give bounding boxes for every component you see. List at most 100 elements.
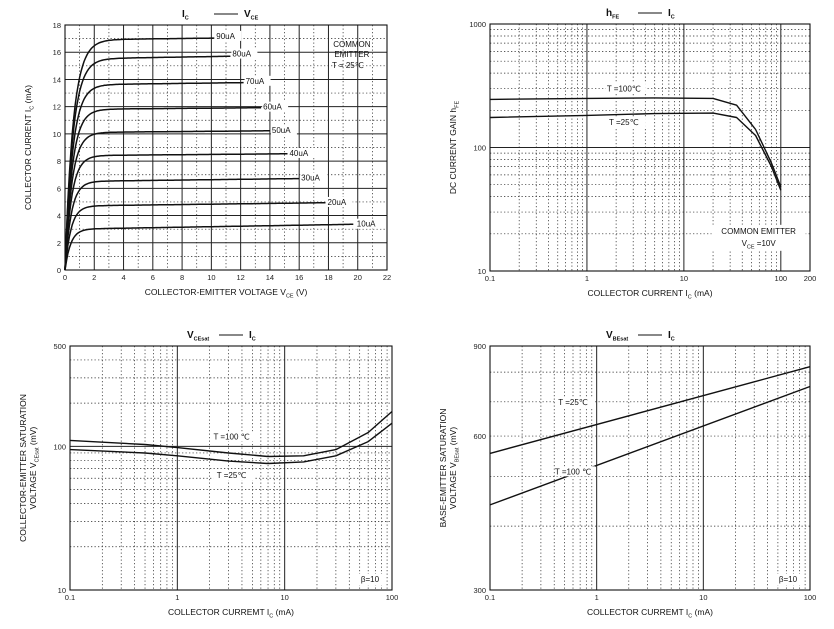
label-bg	[244, 75, 271, 86]
series-label: T =100 ℃	[213, 432, 249, 441]
y-axis-label-2: VOLTAGE VCEsat (mV)	[28, 426, 41, 509]
series-label: 10uA	[357, 220, 376, 229]
x-tick-label: 1	[595, 593, 599, 602]
y-axis-label: COLLECTOR CURRENT IC (mA)	[23, 85, 36, 210]
y-tick-label: 12	[53, 103, 61, 112]
x-tick-label: 14	[266, 273, 274, 282]
x-tick-label: 16	[295, 273, 303, 282]
annotation-bg	[711, 224, 806, 251]
x-tick-label: 0.1	[485, 274, 495, 283]
y-tick-label: 14	[53, 75, 61, 84]
x-axis-label: COLLECTOR CURREMT IC (mA)	[587, 607, 713, 620]
plot-frame	[489, 345, 811, 591]
x-tick-label: 200	[804, 274, 817, 283]
plot-frame	[489, 23, 811, 272]
label-bg	[555, 466, 596, 477]
chart-title-right: IC	[668, 330, 675, 343]
series-line	[64, 223, 354, 271]
label-bg	[213, 470, 254, 481]
y-tick-label: 8	[57, 157, 61, 166]
series-line	[64, 153, 288, 271]
y-tick-label: 10	[478, 267, 486, 276]
y-tick-label: 500	[53, 342, 66, 351]
series-label: 80uA	[232, 50, 251, 59]
annotation-bg	[356, 574, 386, 585]
y-axis-label: BASE-EMITTER SATURATION	[438, 409, 448, 528]
label-bg	[213, 431, 254, 442]
series-line	[64, 55, 231, 271]
series-label: 30uA	[301, 173, 320, 182]
chart-hfe-ic: 0.1 1 10 100 200 10 100 1000 hFE IC COLLECTOR CURR…	[448, 8, 816, 301]
x-tick-label: 100	[775, 274, 788, 283]
series-line	[489, 97, 782, 188]
x-tick-label: 0.1	[485, 593, 495, 602]
x-tick-label: 0	[63, 273, 67, 282]
label-bg	[288, 147, 315, 158]
y-tick-label: 1000	[469, 20, 486, 29]
x-tick-label: 100	[804, 593, 817, 602]
chart-title-left: VCEsat	[187, 330, 209, 343]
series-line	[69, 410, 393, 458]
y-tick-label: 10	[58, 586, 66, 595]
x-tick-label: 10	[699, 593, 707, 602]
y-tick-label: 2	[57, 239, 61, 248]
x-tick-label: 1	[175, 593, 179, 602]
series-label: T =100℃	[607, 84, 641, 93]
y-tick-label: 16	[53, 48, 61, 57]
chart-ic-vce: 0 2 4 6 8 10 12 14 16 18 20 22 0 2 4 6 8 10 12 14 16 18 IC VCE C…	[23, 9, 391, 300]
x-tick-label: 12	[236, 273, 244, 282]
series-line	[64, 177, 300, 271]
y-axis-label: COLLECTOR-EMITTER SATURATION	[18, 394, 28, 542]
series-line	[69, 422, 393, 465]
plot-frame	[69, 345, 393, 591]
label-bg	[355, 218, 382, 229]
series-label: 20uA	[328, 198, 347, 207]
x-tick-label: 18	[324, 273, 332, 282]
series-line	[489, 385, 811, 506]
label-bg	[215, 30, 242, 41]
label-bg	[231, 48, 258, 59]
series-line	[64, 81, 244, 271]
annotation-bg	[774, 574, 804, 585]
grid	[490, 346, 810, 590]
x-tick-label: 10	[280, 593, 288, 602]
annotation: COMMON EMITTER	[721, 227, 796, 236]
x-tick-label: 20	[354, 273, 362, 282]
y-tick-label: 100	[53, 442, 66, 451]
x-tick-label: 1	[585, 274, 589, 283]
y-tick-label: 100	[473, 144, 486, 153]
label-bg	[262, 101, 289, 112]
x-tick-label: 6	[151, 273, 155, 282]
series-line	[489, 112, 782, 191]
series-line	[64, 130, 270, 271]
series-label: T =25℃	[217, 471, 247, 480]
chart-title-left: VBEsat	[606, 330, 628, 343]
series-group: T =25℃ T =100 ℃	[489, 366, 811, 506]
y-tick-label: 4	[57, 212, 61, 221]
annotation: VCE =10V	[742, 239, 777, 251]
series-label: 60uA	[263, 103, 282, 112]
chart-title-left: hFE	[606, 8, 619, 21]
series-label: T =100 ℃	[555, 467, 591, 476]
annotation: β=10	[779, 575, 798, 584]
x-tick-label: 4	[121, 273, 125, 282]
grid	[70, 346, 392, 590]
chart-title-left: IC	[182, 9, 189, 22]
chart-title-right: VCE	[244, 9, 259, 22]
label-bg	[270, 124, 297, 135]
annotation: β=10	[361, 575, 380, 584]
y-tick-label: 6	[57, 184, 61, 193]
annotation: EMITTER	[334, 50, 369, 59]
label-bg	[326, 196, 353, 207]
chart-vcesat-ic: 0.1 1 10 100 10 100 500 VCEsat IC COLLECTOR CURRE…	[18, 330, 398, 620]
series-group: T =100 ℃ T =25℃	[69, 410, 393, 481]
y-axis-label: DC CURRENT GAIN hFE	[448, 101, 461, 195]
chart-vbesat-ic: 0.1 1 10 100 300 600 900 VBEsat IC COLLECTOR CURR…	[438, 330, 816, 620]
series-label: T =25℃	[609, 118, 639, 127]
plot-frame	[64, 24, 388, 271]
y-axis-label-2: VOLTAGE VBEsat (mV)	[448, 427, 461, 510]
x-axis-label: COLLECTOR CURRENT IC (mA)	[587, 288, 712, 301]
y-tick-label: 10	[53, 130, 61, 139]
series-group: T =100℃ T =25℃	[489, 83, 782, 191]
